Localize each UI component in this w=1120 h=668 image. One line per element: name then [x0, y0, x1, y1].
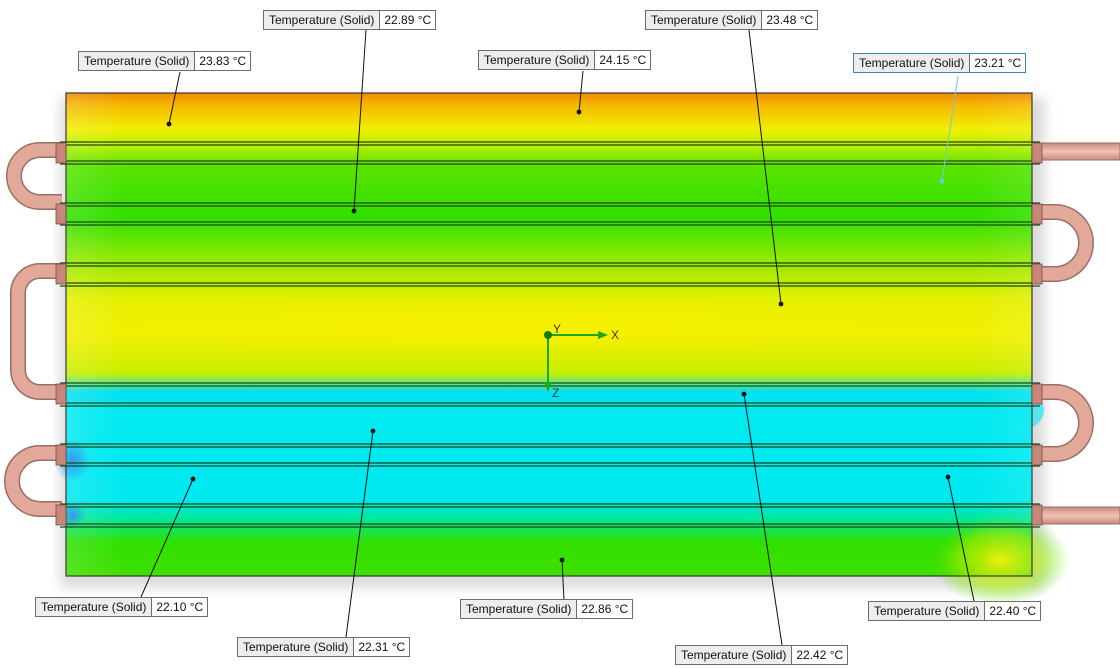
probe-leader-10: [947, 476, 975, 602]
probe-label-8[interactable]: Temperature (Solid) 22.86 °C: [460, 599, 634, 619]
probe-point-8: [559, 557, 565, 563]
probe-label-3[interactable]: Temperature (Solid) 24.15 °C: [478, 50, 652, 70]
triad-x-label: X: [611, 328, 619, 342]
probe-label-9[interactable]: Temperature (Solid) 22.42 °C: [675, 645, 849, 665]
probe-label-value: 23.48 °C: [762, 11, 818, 29]
probe-point-7: [370, 428, 376, 434]
probe-point-4: [778, 301, 784, 307]
probe-label-name: Temperature (Solid): [238, 638, 355, 656]
probe-leader-4: [748, 29, 782, 305]
probe-label-name: Temperature (Solid): [479, 51, 596, 69]
probe-point-9: [741, 391, 747, 397]
probe-leader-3: [578, 70, 584, 113]
probe-label-value: 23.83 °C: [195, 52, 251, 70]
probe-point-5: [939, 178, 945, 184]
probe-label-value: 22.86 °C: [577, 600, 633, 618]
probe-leader-8: [561, 559, 565, 601]
probe-label-2[interactable]: Temperature (Solid) 22.89 °C: [263, 10, 437, 30]
probe-label-4[interactable]: Temperature (Solid) 23.48 °C: [645, 10, 819, 30]
left-pipe-bends: [4, 142, 62, 517]
probe-leader-1: [168, 71, 181, 125]
probe-leader-9: [743, 393, 783, 646]
probe-label-1[interactable]: Temperature (Solid) 23.83 °C: [78, 51, 252, 71]
coordinate-triad: X Y Z: [544, 322, 619, 400]
probe-label-value: 22.40 °C: [985, 602, 1041, 620]
probe-label-name: Temperature (Solid): [36, 598, 153, 616]
probe-leader-2: [353, 29, 367, 212]
probe-point-10: [945, 474, 951, 480]
probe-label-name: Temperature (Solid): [676, 646, 793, 664]
probe-points: [166, 109, 951, 563]
probe-label-name: Temperature (Solid): [646, 11, 763, 29]
probe-label-6[interactable]: Temperature (Solid) 22.10 °C: [35, 597, 209, 617]
probe-point-6: [190, 476, 196, 482]
probe-leader-6: [140, 478, 194, 598]
triad-y-label: Y: [553, 322, 561, 336]
triad-z-label: Z: [552, 386, 559, 400]
probe-point-1: [166, 121, 172, 127]
probe-label-name: Temperature (Solid): [869, 602, 986, 620]
probe-label-name: Temperature (Solid): [854, 54, 971, 72]
probe-label-10[interactable]: Temperature (Solid) 22.40 °C: [868, 601, 1042, 621]
probe-label-5[interactable]: Temperature (Solid) 23.21 °C: [853, 53, 1027, 73]
probe-leader-lines: [140, 29, 975, 646]
right-pipe-bends: [1033, 142, 1120, 525]
probe-label-name: Temperature (Solid): [461, 600, 578, 618]
tube-outlines: [60, 141, 1040, 528]
probe-label-value: 24.15 °C: [595, 51, 651, 69]
plate-temperature-contour: [54, 92, 1070, 605]
probe-label-value: 23.21 °C: [970, 54, 1026, 72]
probe-point-2: [351, 208, 357, 214]
probe-label-value: 22.10 °C: [152, 598, 208, 616]
probe-leader-5: [941, 75, 959, 182]
probe-label-value: 22.31 °C: [354, 638, 410, 656]
pipe-fittings: [55, 142, 1043, 526]
probe-label-7[interactable]: Temperature (Solid) 22.31 °C: [237, 637, 411, 657]
probe-leader-7: [345, 430, 374, 638]
probe-label-name: Temperature (Solid): [79, 52, 196, 70]
probe-label-name: Temperature (Solid): [264, 11, 381, 29]
probe-point-3: [576, 109, 582, 115]
probe-label-value: 22.42 °C: [792, 646, 848, 664]
probe-label-value: 22.89 °C: [380, 11, 436, 29]
